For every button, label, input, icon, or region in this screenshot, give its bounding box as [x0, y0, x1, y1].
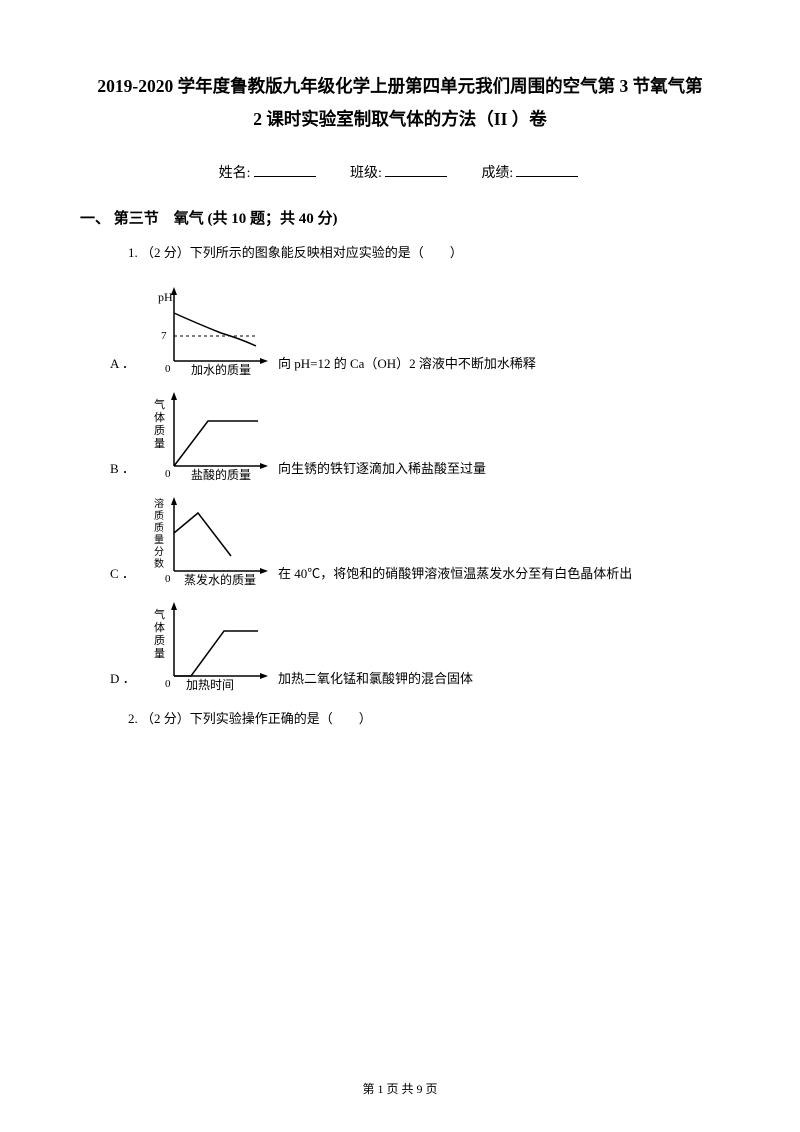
section-header: 一、 第三节 氧气 (共 10 题；共 40 分): [80, 207, 720, 228]
graph-b: 气 体 质 量 0 盐酸的质量: [146, 386, 276, 481]
graph-d-zero: 0: [165, 678, 171, 690]
graph-a-xlabel: 加水的质量: [191, 362, 251, 376]
name-blank: [254, 176, 316, 177]
graph-d-y3: 质: [154, 634, 165, 647]
graph-b-y3: 质: [154, 424, 165, 437]
graph-b-y2: 体: [154, 410, 165, 424]
option-c-label: C ．: [110, 563, 138, 586]
graph-c-y1: 溶: [154, 497, 164, 510]
option-d-row: D ． 气 体 质 量 0 加热时间 加热二氧化锰和氯酸钾的混合固体: [110, 596, 720, 691]
score-blank: [516, 176, 578, 177]
graph-c-y5: 分: [154, 546, 164, 558]
graph-b-y4: 量: [154, 437, 165, 450]
graph-a: pH 7 0 加水的质量: [146, 281, 276, 376]
title-line1: 2019-2020 学年度鲁教版九年级化学上册第四单元我们周围的空气第 3 节氧…: [80, 70, 720, 103]
option-c-row: C ． 溶 质 质 量 分 数 0 蒸发水的质量 在 40℃，将饱和的硝酸钾溶液…: [110, 491, 720, 586]
graph-a-zero: 0: [165, 363, 171, 375]
graph-d: 气 体 质 量 0 加热时间: [146, 596, 276, 691]
option-d-text: 加热二氧化锰和氯酸钾的混合固体: [278, 668, 473, 691]
page-footer: 第 1 页 共 9 页: [0, 1080, 800, 1097]
option-b-row: B ． 气 体 质 量 0 盐酸的质量 向生锈的铁钉逐滴加入稀盐酸至过量: [110, 386, 720, 481]
graph-a-ref: 7: [161, 330, 167, 342]
option-b-text: 向生锈的铁钉逐滴加入稀盐酸至过量: [278, 458, 486, 481]
question-1: 1. （2 分）下列所示的图象能反映相对应实验的是（ ）: [128, 243, 720, 264]
title-line2: 2 课时实验室制取气体的方法（II ）卷: [80, 103, 720, 136]
graph-b-zero: 0: [165, 468, 171, 480]
graph-d-y4: 量: [154, 647, 165, 660]
option-a-row: A ． pH 7 0 加水的质量 向 pH=12 的 Ca（OH）2 溶液中不断…: [110, 281, 720, 376]
graph-d-y1: 气: [154, 607, 165, 621]
graph-c-y3: 质: [154, 522, 164, 534]
graph-d-y2: 体: [154, 620, 165, 634]
option-d-label: D ．: [110, 668, 138, 691]
class-blank: [385, 176, 447, 177]
option-a-label: A ．: [110, 353, 138, 376]
info-line: 姓名: 班级: 成绩:: [80, 162, 720, 182]
graph-c: 溶 质 质 量 分 数 0 蒸发水的质量: [146, 491, 276, 586]
graph-b-xlabel: 盐酸的质量: [191, 467, 251, 481]
score-label: 成绩:: [481, 166, 513, 181]
name-label: 姓名:: [219, 166, 251, 181]
question-2: 2. （2 分）下列实验操作正确的是（ ）: [128, 709, 720, 730]
option-a-text: 向 pH=12 的 Ca（OH）2 溶液中不断加水稀释: [278, 353, 536, 376]
graph-c-zero: 0: [165, 573, 171, 585]
graph-c-xlabel: 蒸发水的质量: [184, 572, 256, 586]
graph-a-ylabel: pH: [158, 290, 173, 304]
document-title: 2019-2020 学年度鲁教版九年级化学上册第四单元我们周围的空气第 3 节氧…: [80, 70, 720, 137]
graph-d-xlabel: 加热时间: [186, 678, 234, 691]
class-label: 班级:: [350, 166, 382, 181]
option-b-label: B ．: [110, 458, 138, 481]
option-c-text: 在 40℃，将饱和的硝酸钾溶液恒温蒸发水分至有白色晶体析出: [278, 563, 632, 586]
graph-c-y4: 量: [154, 534, 164, 546]
graph-c-y6: 数: [154, 557, 164, 570]
graph-c-y2: 质: [154, 510, 164, 522]
graph-b-y1: 气: [154, 397, 165, 411]
